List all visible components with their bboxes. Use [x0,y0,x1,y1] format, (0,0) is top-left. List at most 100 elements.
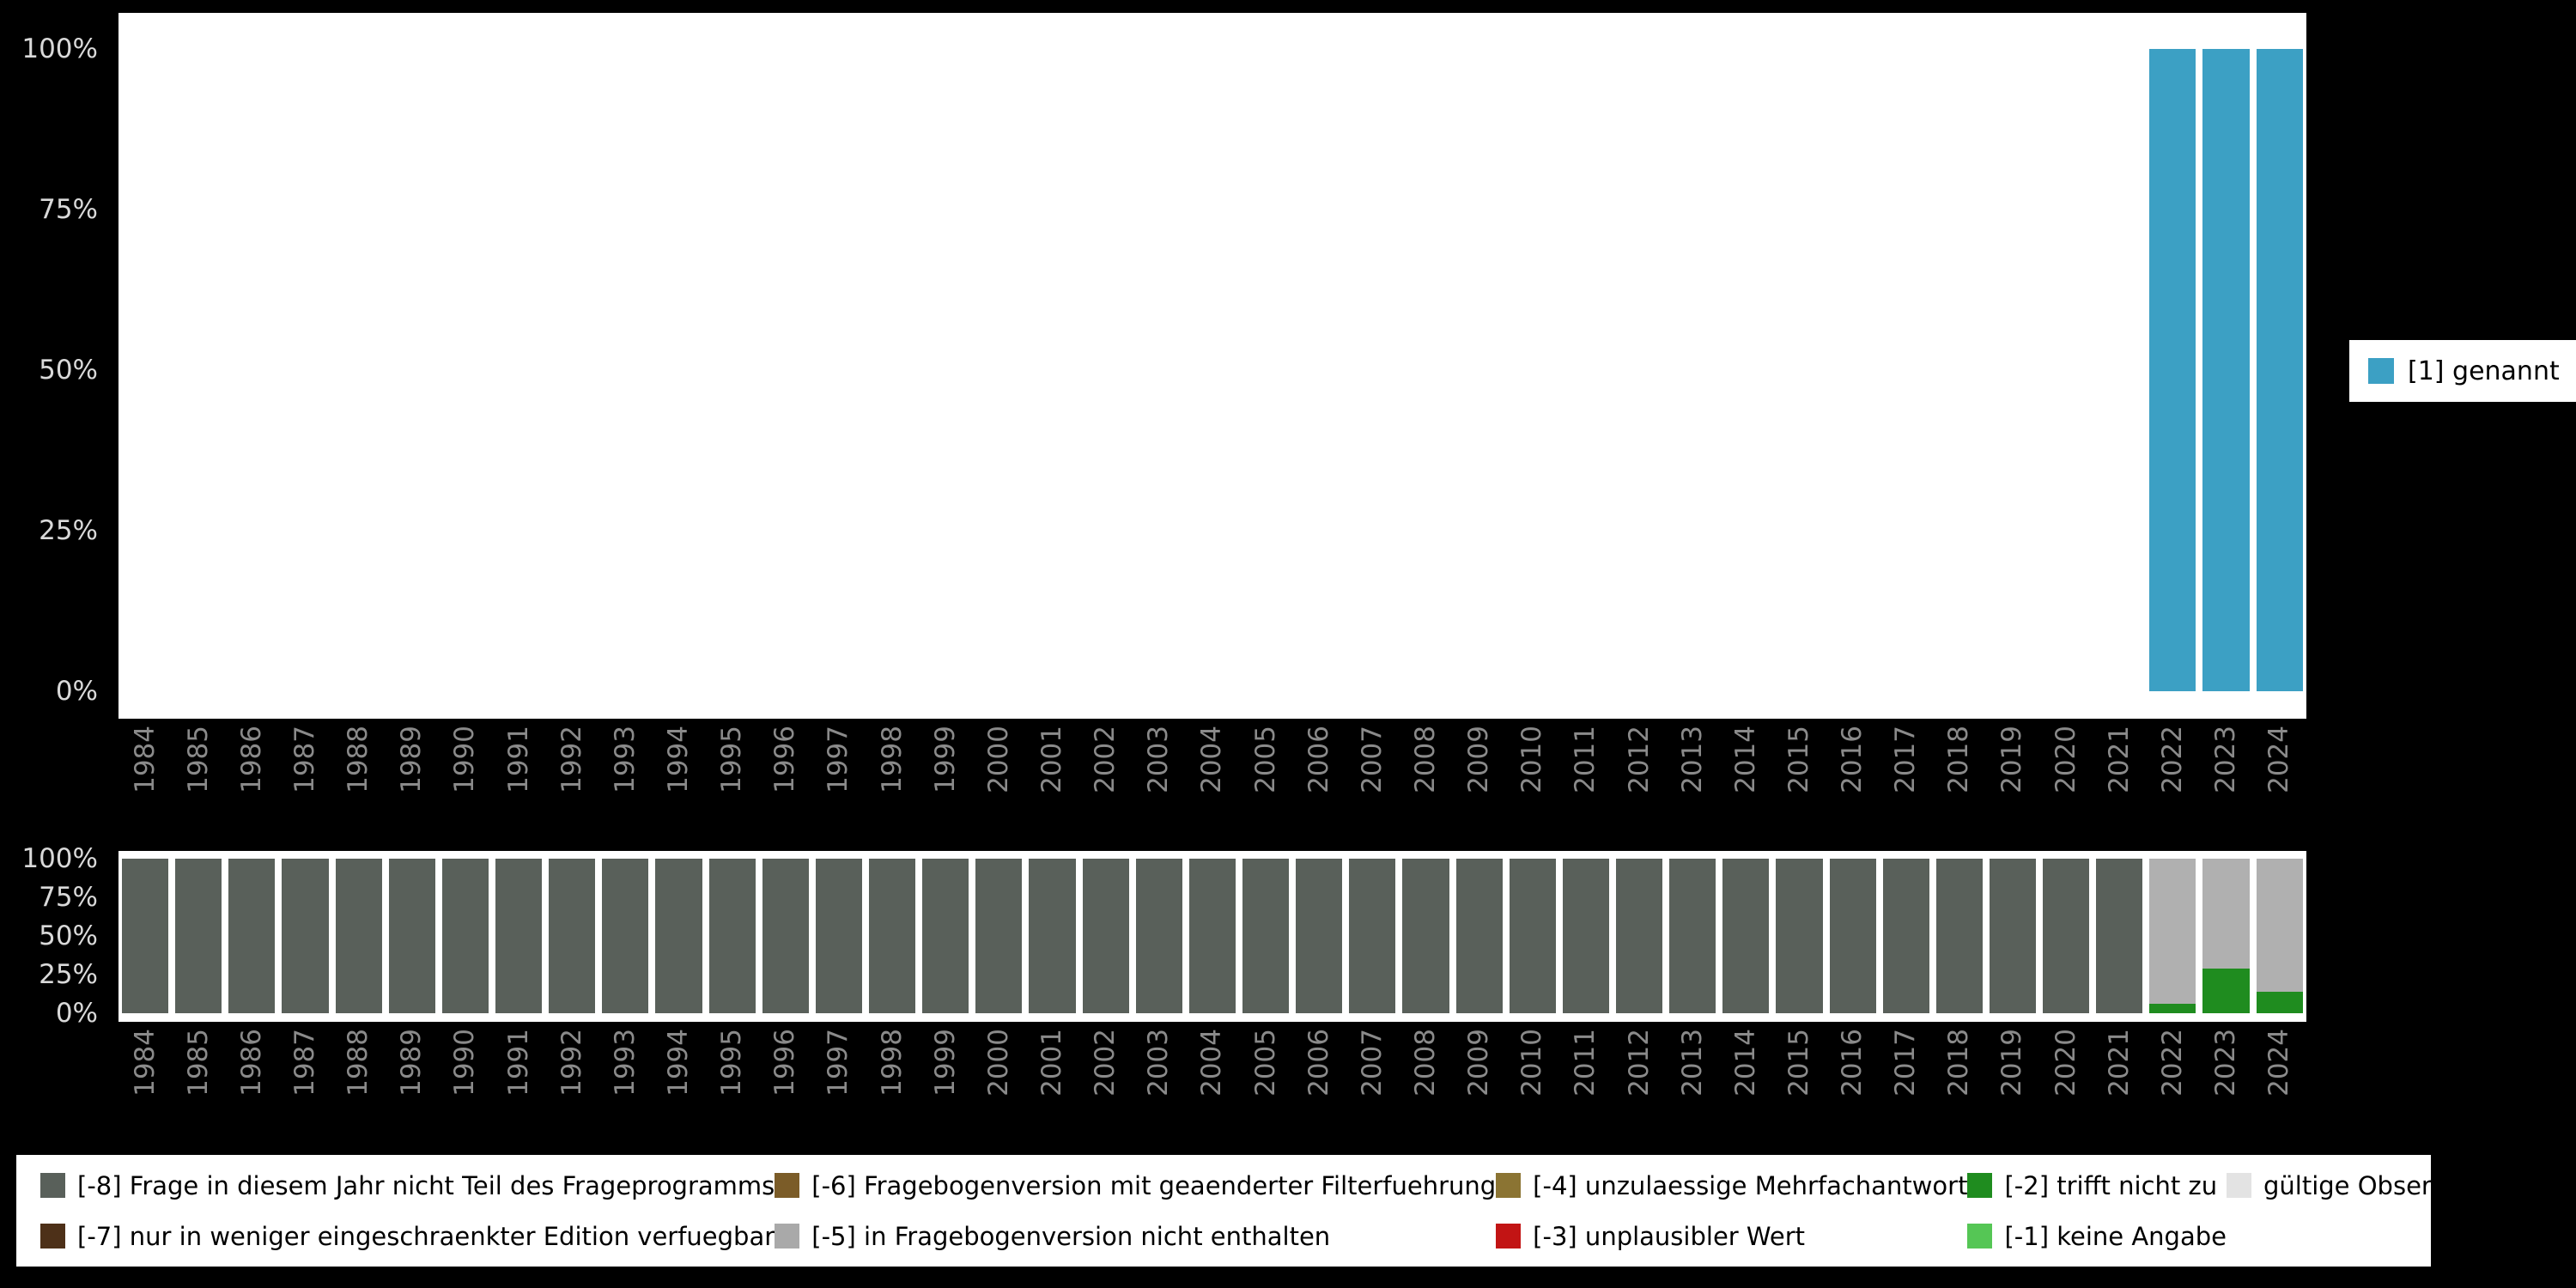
bottom-chart-panel [118,851,2306,1022]
bar-2018 [1933,859,1986,1013]
x-tick: 2019 [1986,1029,2039,1127]
legend-label: [-6] Fragebogenversion mit geaenderter F… [811,1170,1497,1200]
bar-segment [2043,859,2090,1013]
x-tick-label: 2015 [1783,726,1814,793]
bar-segment [1882,859,1929,1013]
x-tick-label: 1989 [396,726,428,793]
bar-2010 [1506,859,1559,1013]
y-tick-label: 75% [39,882,98,913]
bar-2019 [1986,49,2039,691]
bar-segment [1776,859,1823,1013]
bar-2012 [1613,49,1666,691]
bar-2011 [1559,49,1613,691]
bar-segment [1615,859,1663,1013]
x-tick: 2014 [1719,726,1772,824]
x-tick-label: 2023 [2210,1029,2242,1097]
bar-2000 [972,49,1025,691]
bar-segment [1722,859,1770,1013]
x-tick-label: 2006 [1303,1029,1334,1097]
legend-label: [-7] nur in weniger eingeschraenkter Edi… [77,1221,775,1251]
y-tick-label: 50% [39,920,98,951]
x-tick-label: 1984 [129,1029,161,1097]
x-tick-label: 2011 [1570,726,1601,793]
bar-2003 [1133,859,1186,1013]
bar-1985 [172,859,225,1013]
bar-1994 [652,859,705,1013]
legend-swatch [40,1173,65,1198]
legend-item: [-2] trifft nicht zu [1967,1171,2227,1200]
x-tick: 2004 [1186,1029,1239,1127]
x-tick-label: 2003 [1143,1029,1175,1097]
x-tick: 2001 [1025,1029,1078,1127]
legend-label: gültige Observationen [2263,1170,2541,1200]
legend-swatch [1496,1224,1522,1249]
x-tick-label: 2022 [2156,726,2188,793]
bar-segment [1188,859,1236,1013]
bar-2001 [1025,859,1078,1013]
x-tick: 1984 [118,726,172,824]
bar-segment [1242,859,1290,1013]
x-tick: 2011 [1559,726,1613,824]
x-tick: 1991 [492,726,545,824]
x-tick: 1999 [919,726,972,824]
x-tick: 2006 [1292,726,1346,824]
x-tick-label: 2008 [1409,1029,1441,1097]
bar-segment [441,859,489,1013]
x-tick: 2022 [2146,726,2199,824]
bar-segment [1082,859,1129,1013]
x-tick-label: 1993 [609,726,641,793]
bar-2017 [1880,49,1933,691]
bar-2020 [2039,859,2093,1013]
bar-2000 [972,859,1025,1013]
bar-segment [2149,49,2196,691]
x-tick: 1991 [492,1029,545,1127]
bar-1987 [278,49,331,691]
x-tick-label: 2018 [1943,726,1975,793]
bar-segment [549,859,596,1013]
x-tick-label: 1995 [716,1029,748,1097]
x-tick: 1998 [866,726,919,824]
bar-segment [1509,859,1556,1013]
x-tick-label: 2020 [2050,726,2081,793]
x-tick-label: 1992 [556,1029,587,1097]
x-tick-label: 1998 [876,1029,908,1097]
bar-segment [762,859,809,1013]
legend-swatch [1496,1173,1522,1198]
top-chart-bars [118,49,2306,691]
bar-2009 [1453,859,1506,1013]
x-tick: 2011 [1559,1029,1613,1127]
legend-label: [-4] unzulaessige Mehrfachantwort [1533,1170,1968,1200]
bar-segment [122,859,169,1013]
legend-item: [-4] unzulaessige Mehrfachantwort [1496,1171,1967,1200]
legend-swatch [1967,1173,1993,1198]
bar-1992 [545,859,598,1013]
legend-item: [-5] in Fragebogenversion nicht enthalte… [775,1222,1496,1251]
bar-1996 [759,859,812,1013]
x-tick: 2015 [1772,1029,1826,1127]
bar-2021 [2093,49,2146,691]
legend-item: gültige Observationen [2226,1170,2541,1200]
bar-1997 [812,859,866,1013]
x-tick: 1999 [919,1029,972,1127]
bar-2018 [1933,49,1986,691]
bar-2007 [1346,859,1399,1013]
x-tick: 2022 [2146,1029,2199,1127]
x-tick: 1997 [812,726,866,824]
bar-2016 [1826,859,1880,1013]
x-tick-label: 2021 [2103,726,2135,793]
x-tick-label: 1991 [502,726,534,793]
x-tick: 2000 [972,1029,1025,1127]
bar-1988 [332,49,386,691]
bar-segment [1402,859,1449,1013]
x-tick-label: 2016 [1837,726,1868,793]
x-tick: 2018 [1933,726,1986,824]
x-tick-label: 2004 [1196,1029,1228,1097]
x-tick: 2014 [1719,1029,1772,1127]
legend-item: [-1] keine Angabe [1967,1222,2227,1251]
x-tick-label: 1986 [235,1029,267,1097]
bar-segment [1029,859,1076,1013]
x-tick-label: 1988 [343,1029,374,1097]
x-tick-label: 2000 [982,1029,1014,1097]
missing-codes-legend: [-8] Frage in diesem Jahr nicht Teil des… [16,1155,2541,1267]
x-tick: 2015 [1772,726,1826,824]
